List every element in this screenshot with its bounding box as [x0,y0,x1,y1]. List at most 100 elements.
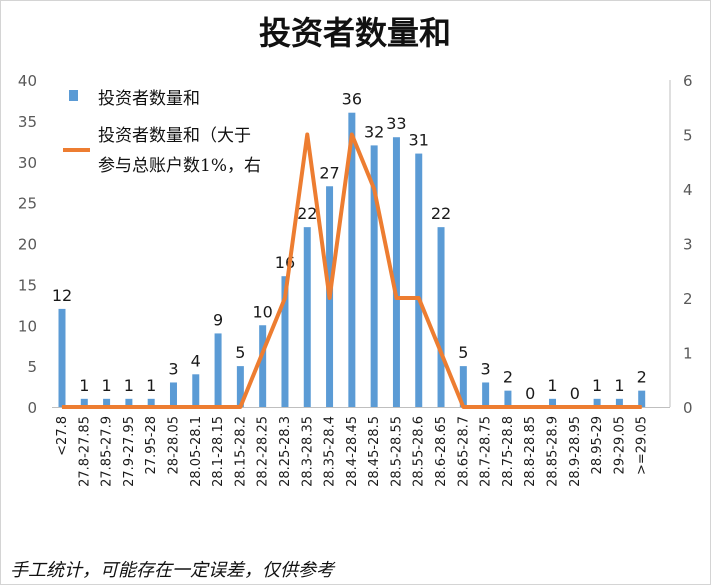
x-tick-label: 28.75-28.8 [501,416,516,487]
line-point [574,406,576,408]
line-point [529,406,531,408]
watermark-text: 雪球：天下熙熙2020 [503,557,656,576]
legend: 投资者数量和 投资者数量和（大于 参与总账户数1%，右 [63,89,261,176]
bar-value-label: 1 [124,376,134,395]
x-tick-label: 28.2-28.25 [256,416,271,487]
legend-bar-swatch [69,90,78,101]
line-point [462,406,464,408]
bar-value-label: 9 [213,310,223,329]
x-tick-label: 28.3-28.35 [300,416,315,487]
legend-line-label-2: 参与总账户数1%，右 [98,156,261,176]
bar-value-label: 1 [79,376,89,395]
x-tick-label: 27.8-27.85 [77,416,92,487]
right-tick-label: 4 [683,181,693,199]
line-point [172,406,174,408]
line-point [552,406,554,408]
bar-value-label: 2 [637,368,647,387]
snowball-logo-icon [477,555,499,577]
x-tick-label: 28.8-28.85 [523,416,538,487]
left-tick-label: 10 [18,317,37,335]
line-point [284,297,286,299]
line-point [507,406,509,408]
left-tick-label: 30 [18,154,37,172]
x-tick-label: 27.85-27.9 [100,416,115,487]
line-series [61,132,643,409]
line-point [83,406,85,408]
bar [192,374,200,407]
x-tick-label: 28.6-28.65 [434,416,449,487]
x-axis-ticks: <27.8 27.8-27.85 27.85-27.9 27.9-27.95 27.95… [55,416,650,487]
x-tick-label: 28.7-28.75 [479,416,494,487]
bar [214,333,222,407]
watermark: 雪球：天下熙熙2020 [477,555,656,577]
bar-value-label: 1 [614,376,624,395]
line-point [395,297,397,299]
bar-value-label: 36 [342,90,362,109]
bar-value-label: 22 [431,204,451,223]
legend-line-label-1: 投资者数量和（大于 [98,126,251,146]
bar-value-label: 0 [525,384,535,403]
bar [415,153,423,407]
bar-value-label: 1 [101,376,111,395]
x-tick-label: 28.25-28.3 [278,416,293,487]
right-tick-label: 5 [683,127,693,145]
x-tick-label: 28.65-28.7 [456,416,471,487]
bar [348,112,356,407]
line-point [485,406,487,408]
bar [236,366,244,407]
x-tick-label: 27.9-27.95 [122,416,137,487]
x-tick-label: 28.45-28.5 [367,416,382,487]
line-point [641,406,643,408]
line-point [596,406,598,408]
bar [504,390,512,407]
right-tick-label: 2 [683,290,693,308]
line-point [262,352,264,353]
x-tick-label: 28.05-28.1 [189,416,204,487]
bar-value-label: 1 [146,376,156,395]
bar-value-label: 31 [409,131,429,150]
right-axis: 0 1 2 3 4 5 6 [683,72,693,417]
bar [103,398,111,407]
bar-value-label: 0 [570,384,580,403]
left-tick-label: 40 [18,72,37,90]
line-point [195,406,197,408]
line-point [618,406,620,408]
bar-value-label: 33 [386,114,406,133]
x-tick-label: 28.9-28.95 [568,416,583,487]
x-tick-label: 27.95-28 [144,416,159,474]
bar-value-label: 12 [52,286,72,305]
x-tick-label: 28.5-28.55 [389,416,404,487]
line-point [128,406,130,408]
line-point [217,406,219,408]
left-tick-label: 15 [18,276,37,294]
bar [303,227,311,407]
bar-value-label: 1 [547,376,557,395]
bar-value-label: 4 [191,351,201,370]
x-tick-label: 28.1-28.15 [211,416,226,487]
bar [281,276,289,407]
left-axis: 0 5 10 15 20 25 30 35 40 [18,72,37,417]
line-point [150,406,152,408]
footnote: 手工统计，可能存在一定误差，仅供参考 [10,560,336,581]
bar [638,390,646,407]
bar [459,366,467,407]
left-tick-label: 5 [27,358,37,376]
x-tick-label: <27.8 [55,416,70,456]
line-point [61,406,63,408]
bar [549,398,557,407]
bar-value-label: 3 [481,359,491,378]
line-point [106,406,108,408]
bar [615,398,623,407]
bar [370,145,378,407]
bar [593,398,601,407]
line-point [440,352,442,353]
bar [259,325,267,407]
bar [482,382,490,407]
bar-series [58,112,646,407]
bar [169,382,177,407]
x-tick-label: 28.95-29 [590,416,605,474]
x-tick-label: 28.55-28.6 [412,416,427,487]
bar [147,398,155,407]
bar [80,398,88,407]
